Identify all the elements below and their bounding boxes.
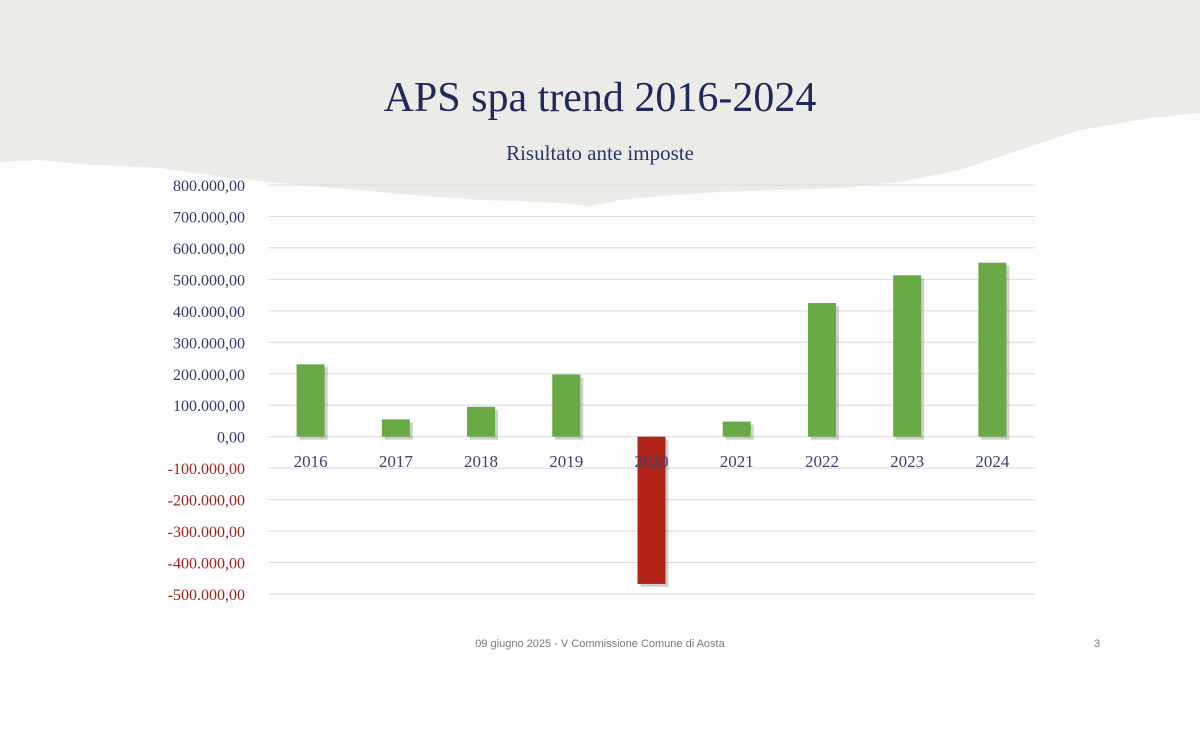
y-tick-label: -200.000,00 — [168, 493, 245, 510]
y-tick-label: 100.000,00 — [173, 398, 245, 415]
slide-title: APS spa trend 2016-2024 — [383, 75, 817, 121]
page-number: 3 — [1094, 638, 1101, 650]
y-tick-label: 600.000,00 — [173, 241, 245, 258]
y-tick-label: 200.000,00 — [173, 367, 245, 384]
bars — [296, 262, 1010, 587]
y-axis-tick-labels: 800.000,00 700.000,00 600.000,00 500.000,00… — [168, 178, 245, 604]
x-category-label: 2017 — [379, 452, 414, 471]
bar-2019 — [552, 374, 581, 437]
bar-2024 — [978, 262, 1007, 437]
y-tick-label: -400.000,00 — [168, 556, 245, 573]
x-axis-category-labels: 2016 2017 2018 2019 2020 2021 2022 2023 2024 — [294, 452, 1010, 471]
x-category-label: 2020 — [635, 452, 669, 471]
y-tick-label: 800.000,00 — [173, 178, 245, 195]
bar-2021 — [722, 421, 751, 437]
y-tick-label: 700.000,00 — [173, 209, 245, 226]
x-category-label: 2022 — [805, 452, 839, 471]
x-category-label: 2021 — [720, 452, 754, 471]
x-category-label: 2023 — [890, 452, 924, 471]
bar-2018 — [467, 406, 496, 437]
y-tick-label: -300.000,00 — [168, 524, 245, 541]
bar-2023 — [893, 275, 922, 437]
y-tick-label: 0,00 — [217, 430, 245, 447]
x-category-label: 2019 — [549, 452, 583, 471]
bar-2016 — [296, 364, 325, 437]
y-tick-label: -500.000,00 — [168, 587, 245, 604]
bar-2017 — [381, 419, 410, 437]
header-band — [0, 0, 1200, 206]
bar-2022 — [807, 302, 836, 437]
x-category-label: 2018 — [464, 452, 498, 471]
slide-footer: 09 giugno 2025 - V Commissione Comune di… — [475, 638, 725, 650]
bar-2020 — [637, 436, 666, 584]
torn-paper-header — [0, 0, 1200, 206]
x-category-label: 2024 — [975, 452, 1010, 471]
y-tick-label: 400.000,00 — [173, 304, 245, 321]
y-tick-label: 500.000,00 — [173, 272, 245, 289]
chart-subtitle: Risultato ante imposte — [506, 141, 694, 165]
y-tick-label: 300.000,00 — [173, 335, 245, 352]
x-category-label: 2016 — [294, 452, 328, 471]
y-tick-label: -100.000,00 — [168, 461, 245, 478]
